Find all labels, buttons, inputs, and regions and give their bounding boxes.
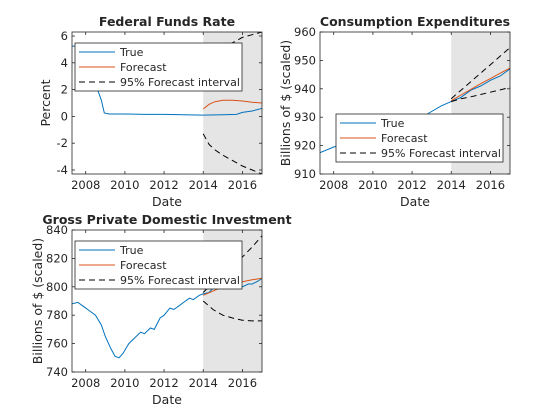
y-tick-label: 930	[294, 110, 316, 124]
x-tick-label: 2016	[228, 178, 257, 192]
x-tick-label: 2012	[149, 178, 178, 192]
x-tick-label: 2008	[319, 178, 348, 192]
chart-panel-3: 2008 2010 2012 2014 2016 740 760 780 800 820 840Gr…	[30, 212, 292, 407]
x-tick-label: 2014	[189, 376, 218, 390]
y-tick-label: 780	[46, 308, 68, 322]
y-tick-label: 950	[294, 53, 316, 67]
legend-label: Forecast	[381, 132, 428, 145]
y-tick-label: 940	[294, 82, 316, 96]
x-tick-label: 2014	[437, 178, 466, 192]
chart-panel-2: 2008 2010 2012 2014 2016 910 920 930 940 950 960 Co…	[278, 14, 511, 209]
axes-frame	[71, 31, 263, 175]
legend-label: True	[119, 46, 144, 59]
y-axis-label: Percent	[38, 79, 53, 126]
legend-label: 95% Forecast interval	[120, 274, 240, 287]
legend-label: 95% Forecast interval	[120, 76, 240, 89]
x-tick-label: 2012	[397, 178, 426, 192]
y-tick-label: -4	[57, 163, 68, 177]
legend: True Forecast 95% Forecast interval	[74, 42, 243, 92]
x-tick-label: 2008	[71, 376, 100, 390]
x-tick-label: 2016	[476, 178, 505, 192]
axes-frame	[71, 229, 263, 373]
y-axis-label: Billions of $ (scaled)	[278, 40, 293, 166]
x-tick-label: 2016	[228, 376, 257, 390]
x-tick-label: 2012	[149, 376, 178, 390]
chart-title: Federal Funds Rate	[99, 14, 235, 29]
forecast-interval-line	[450, 47, 510, 100]
legend-label: 95% Forecast interval	[381, 147, 501, 160]
y-tick-label: 2	[61, 83, 68, 97]
y-tick-label: -2	[57, 136, 68, 150]
x-tick-label: 2010	[358, 178, 387, 192]
legend-label: Forecast	[120, 61, 167, 74]
y-tick-label: 910	[294, 167, 316, 181]
y-axis-label: Billions of $ (scaled)	[30, 238, 45, 364]
chart-panel-1: 2008 2010 2012 2014 2016 -4 -2 0 2 4 6 Federal Fund…	[38, 14, 263, 209]
legend-label: True	[380, 117, 405, 130]
y-tick-label: 4	[61, 56, 68, 70]
x-axis-label: Date	[152, 392, 182, 407]
x-axis-label: Date	[152, 194, 182, 209]
legend: True Forecast 95% Forecast interval	[335, 113, 504, 163]
x-tick-label: 2014	[189, 178, 218, 192]
forecast-interval-line	[202, 133, 262, 174]
y-tick-label: 820	[46, 251, 68, 265]
y-tick-label: 840	[46, 223, 68, 237]
forecast-interval-line	[451, 86, 510, 103]
x-tick-label: 2010	[110, 178, 139, 192]
y-tick-label: 0	[61, 109, 68, 123]
forecast-interval-line	[202, 300, 262, 322]
axes-frame	[319, 31, 511, 175]
x-tick-label: 2010	[110, 376, 139, 390]
chart-title: Consumption Expenditures	[320, 14, 510, 29]
legend: True Forecast 95% Forecast interval	[74, 240, 243, 290]
legend-label: Forecast	[120, 259, 167, 272]
y-tick-label: 760	[46, 337, 68, 351]
y-tick-label: 740	[46, 365, 68, 379]
y-tick-label: 960	[294, 25, 316, 39]
y-tick-label: 920	[294, 139, 316, 153]
forecast-series-line	[450, 67, 510, 102]
forecast-series-line	[202, 99, 262, 110]
x-axis-label: Date	[400, 194, 430, 209]
chart-title: Gross Private Domestic Investment	[42, 212, 291, 227]
y-tick-label: 800	[46, 280, 68, 294]
x-tick-label: 2008	[71, 178, 100, 192]
y-tick-label: 6	[61, 29, 68, 43]
legend-label: True	[119, 244, 144, 257]
